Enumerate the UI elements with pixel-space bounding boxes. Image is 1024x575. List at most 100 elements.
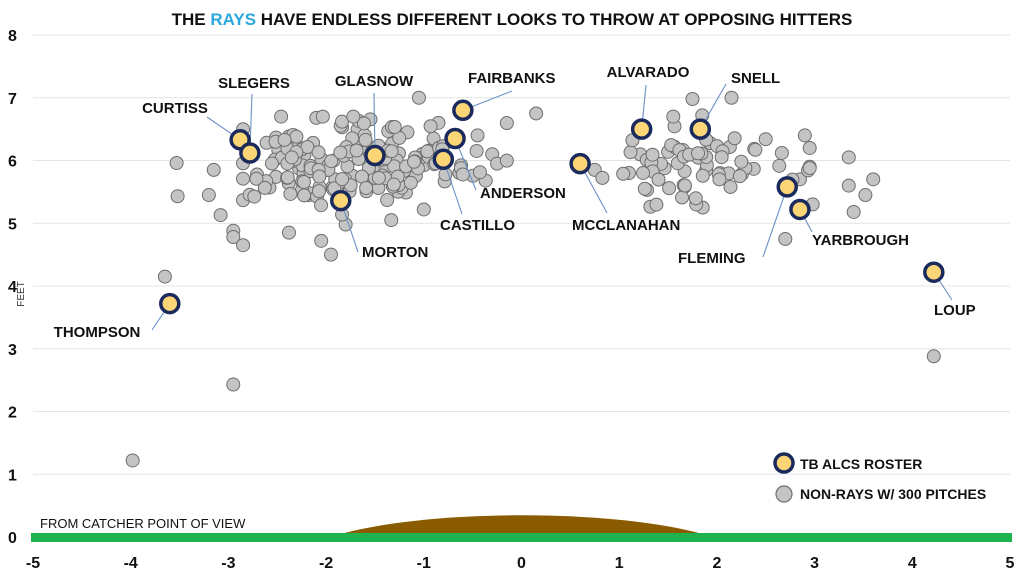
legend-others-label: NON-RAYS W/ 300 PITCHES (800, 486, 986, 502)
non-rays-point (529, 106, 544, 121)
non-rays-point (858, 188, 873, 203)
label-snell: SNELL (731, 70, 780, 87)
non-rays-point (324, 154, 339, 169)
non-rays-point (712, 172, 727, 187)
non-rays-point (315, 109, 330, 124)
ground (31, 515, 1012, 542)
non-rays-point (289, 129, 304, 144)
non-rays-point (758, 132, 773, 147)
label-curtiss: CURTISS (142, 100, 208, 117)
non-rays-point (314, 198, 329, 213)
y-tick-label-2: 2 (8, 405, 17, 422)
non-rays-point (649, 197, 664, 212)
x-tick-label-5: 5 (1006, 555, 1015, 572)
non-rays-point (841, 178, 856, 193)
ground-strip (31, 533, 1012, 542)
non-rays-point (636, 165, 651, 180)
non-rays-point (688, 191, 703, 206)
non-rays-point (802, 161, 817, 176)
rays-point-yarbrough (789, 198, 811, 221)
non-rays-point (359, 181, 374, 196)
label-castillo: CASTILLO (440, 217, 515, 234)
rays-point-loup (923, 261, 945, 283)
non-rays-point (662, 181, 677, 196)
non-rays-point (249, 171, 264, 186)
y-tick-label-7: 7 (8, 91, 17, 108)
rays-point-fleming (776, 176, 798, 198)
y-tick-label-3: 3 (8, 342, 17, 359)
x-axis-ticks: -5 -4 -3 -2 -1 0 1 2 3 4 5 (26, 555, 1015, 572)
non-rays-point (714, 150, 729, 165)
non-rays-point (403, 175, 418, 190)
annotation-leaders (151, 83, 953, 331)
non-rays-point (774, 145, 789, 160)
x-tick-label-4: 4 (908, 555, 917, 572)
x-tick-label-2: 2 (712, 555, 721, 572)
non-rays-point (695, 168, 710, 183)
x-tick-label-1: 1 (615, 555, 624, 572)
rays-point-alvarado (630, 118, 653, 140)
rays-point-mcclanahan (569, 152, 591, 175)
non-rays-point (802, 140, 817, 155)
non-rays-point (281, 225, 296, 240)
non-rays-point (297, 188, 312, 203)
non-rays-point (748, 142, 763, 157)
non-rays-point (247, 189, 262, 204)
rays-point-glasnow (364, 144, 386, 167)
y-tick-label-6: 6 (8, 154, 17, 171)
non-rays-point (645, 147, 660, 162)
non-rays-point (677, 178, 692, 193)
x-tick-label--1: -1 (417, 555, 431, 572)
non-rays-point (732, 169, 747, 184)
non-rays-point (499, 116, 514, 131)
non-rays-point (358, 132, 373, 147)
non-rays-point (277, 132, 292, 147)
non-rays-point (723, 179, 738, 194)
non-rays-point (346, 109, 361, 124)
non-rays-point (866, 172, 881, 187)
non-rays-point (797, 128, 812, 143)
non-rays-point (312, 169, 327, 184)
rays-point-morton (330, 189, 352, 212)
x-tick-label-0: 0 (517, 555, 526, 572)
non-rays-point (386, 177, 401, 192)
non-rays-point (734, 154, 749, 169)
non-rays-point (311, 145, 326, 160)
rays-point-slegers (239, 142, 261, 164)
non-rays-point (257, 180, 272, 195)
non-rays-point (623, 145, 638, 160)
y-tick-label-0: 0 (8, 530, 17, 547)
rays-point-castillo (432, 148, 455, 170)
non-rays-point (274, 109, 289, 124)
non-rays-point (323, 247, 338, 262)
non-rays-point (778, 231, 793, 246)
non-rays-point (226, 377, 241, 392)
non-rays-point (125, 453, 140, 468)
non-rays-point (685, 92, 700, 107)
non-rays-point (213, 208, 228, 223)
legend-others-marker (775, 485, 793, 503)
non-rays-points (125, 90, 941, 468)
label-fairbanks: FAIRBANKS (468, 70, 556, 87)
non-rays-point (616, 166, 631, 181)
non-rays-point (206, 162, 221, 177)
non-rays-point (499, 153, 514, 168)
non-rays-point (380, 193, 395, 208)
non-rays-point (472, 165, 487, 180)
non-rays-point (595, 170, 610, 185)
x-tick-label--5: -5 (26, 555, 40, 572)
non-rays-point (384, 213, 399, 228)
label-yarbrough: YARBROUGH (812, 232, 909, 249)
non-rays-point (157, 269, 172, 284)
non-rays-point (416, 202, 431, 217)
rays-point-thompson (159, 292, 181, 315)
y-tick-label-1: 1 (8, 467, 17, 484)
non-rays-point (420, 144, 435, 159)
legend: TB ALCS ROSTER NON-RAYS W/ 300 PITCHES (773, 452, 986, 503)
non-rays-point (201, 188, 216, 203)
non-rays-point (841, 150, 856, 165)
non-rays-point (170, 189, 185, 204)
non-rays-point (335, 172, 350, 187)
non-rays-point (384, 144, 399, 159)
chart-title: THE RAYS HAVE ENDLESS DIFFERENT LOOKS TO… (172, 10, 853, 29)
